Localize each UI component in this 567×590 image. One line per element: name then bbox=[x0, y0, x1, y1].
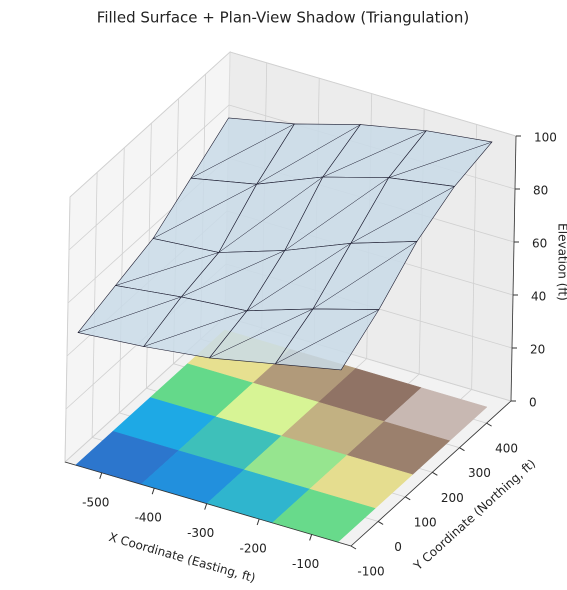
grid-line bbox=[64, 196, 71, 463]
surface-edge bbox=[77, 296, 182, 333]
x-tick-label: -200 bbox=[240, 542, 267, 556]
y-tick-label: 100 bbox=[414, 515, 437, 529]
y-tick bbox=[377, 520, 384, 525]
surface-edge bbox=[350, 186, 455, 244]
z-axis-label: Elevation (ft) bbox=[556, 223, 567, 301]
x-tick-label: -100 bbox=[292, 557, 319, 571]
y-tick bbox=[404, 496, 411, 501]
x-axis-label: X Coordinate (Easting, ft) bbox=[107, 530, 257, 585]
y-tick bbox=[432, 471, 438, 476]
grid-line bbox=[68, 104, 230, 251]
y-tick bbox=[350, 545, 357, 550]
y-tick-label: 0 bbox=[394, 540, 402, 554]
y-tick-label: 300 bbox=[468, 466, 491, 480]
y-tick-label: 200 bbox=[441, 491, 464, 505]
z-tick-label: 60 bbox=[532, 237, 547, 251]
surface-edge bbox=[388, 141, 493, 178]
grid-line bbox=[229, 51, 517, 137]
surface-edge bbox=[190, 123, 295, 179]
y-tick-label: 400 bbox=[495, 442, 518, 456]
y-tick-label: -100 bbox=[357, 565, 384, 579]
z-tick-label: 100 bbox=[534, 131, 557, 145]
x-tick bbox=[256, 518, 260, 526]
axis-line bbox=[510, 135, 517, 402]
chart-title: Filled Surface + Plan-View Shadow (Trian… bbox=[97, 9, 469, 27]
axis-line bbox=[350, 400, 512, 547]
surface-edge bbox=[246, 243, 351, 312]
surface-edge bbox=[181, 250, 285, 298]
surface-edge bbox=[284, 177, 389, 251]
grid-line bbox=[471, 124, 478, 390]
x-tick bbox=[99, 472, 103, 479]
surface-edge bbox=[115, 252, 219, 286]
z-tick-label: 0 bbox=[529, 396, 537, 410]
z-tick-label: 40 bbox=[531, 290, 546, 304]
x-tick-label: -300 bbox=[187, 526, 214, 540]
z-tick-label: 80 bbox=[533, 184, 548, 198]
grid-line bbox=[69, 51, 231, 198]
y-tick bbox=[459, 447, 465, 452]
axis-line bbox=[64, 461, 352, 547]
surface-edge bbox=[152, 184, 257, 239]
surface-edge bbox=[322, 130, 427, 178]
grid-line bbox=[91, 172, 98, 438]
surface bbox=[77, 117, 493, 371]
x-tick-label: -400 bbox=[135, 511, 162, 525]
x-tick bbox=[309, 534, 313, 541]
surface-edge bbox=[143, 310, 248, 347]
surface-edge bbox=[256, 124, 361, 185]
x-tick bbox=[151, 488, 155, 495]
surface-edge bbox=[209, 308, 314, 359]
z-tick-label: 20 bbox=[530, 343, 545, 357]
surface-edge bbox=[218, 176, 323, 253]
surface-edge bbox=[312, 241, 417, 310]
surface-edge bbox=[275, 309, 380, 365]
x-tick bbox=[204, 503, 208, 510]
y-tick bbox=[486, 422, 492, 427]
x-tick-label: -500 bbox=[82, 495, 109, 509]
